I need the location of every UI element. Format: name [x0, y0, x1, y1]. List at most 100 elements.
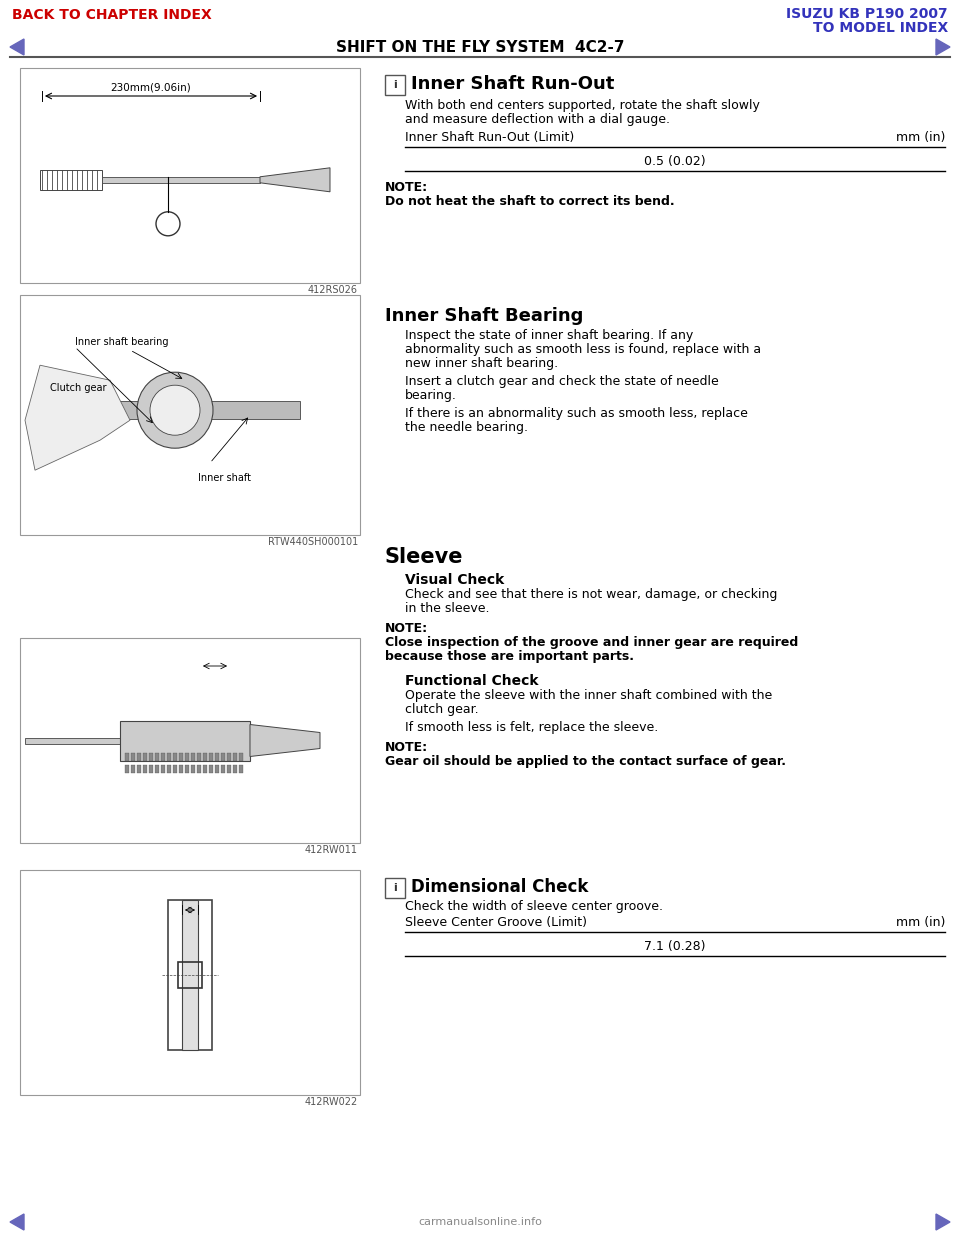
Bar — [137, 765, 141, 773]
Text: Inner Shaft Bearing: Inner Shaft Bearing — [385, 307, 584, 325]
Text: new inner shaft bearing.: new inner shaft bearing. — [405, 356, 558, 370]
Bar — [168, 900, 212, 1049]
Text: 412RW011: 412RW011 — [305, 845, 358, 854]
Bar — [143, 765, 147, 773]
Bar — [221, 753, 225, 760]
Bar — [25, 738, 125, 744]
Text: ISUZU KB P190 2007: ISUZU KB P190 2007 — [786, 7, 948, 21]
Text: Inner Shaft Run-Out: Inner Shaft Run-Out — [411, 75, 614, 93]
Bar — [239, 765, 243, 773]
Text: Sleeve: Sleeve — [385, 546, 464, 568]
Bar — [149, 765, 153, 773]
Bar — [197, 765, 201, 773]
Text: because those are important parts.: because those are important parts. — [385, 650, 634, 663]
Bar — [385, 878, 405, 898]
Bar — [149, 753, 153, 760]
Bar — [161, 753, 165, 760]
Bar — [102, 176, 260, 183]
Text: bearing.: bearing. — [405, 389, 457, 402]
Text: Sleeve Center Groove (Limit): Sleeve Center Groove (Limit) — [405, 917, 587, 929]
Bar — [131, 753, 135, 760]
Bar — [191, 753, 195, 760]
Bar — [161, 765, 165, 773]
Bar — [131, 765, 135, 773]
Bar — [182, 900, 198, 1049]
Text: and measure deflection with a dial gauge.: and measure deflection with a dial gauge… — [405, 113, 670, 125]
Text: abnormality such as smooth less is found, replace with a: abnormality such as smooth less is found… — [405, 343, 761, 356]
Bar — [173, 765, 177, 773]
Bar — [178, 963, 202, 987]
Bar — [167, 765, 171, 773]
Bar — [125, 765, 129, 773]
Text: Dimensional Check: Dimensional Check — [411, 878, 588, 895]
Bar — [191, 765, 195, 773]
Bar — [227, 753, 231, 760]
Bar — [233, 753, 237, 760]
Polygon shape — [936, 1213, 950, 1230]
Bar — [221, 765, 225, 773]
Bar — [137, 753, 141, 760]
Text: Inspect the state of inner shaft bearing. If any: Inspect the state of inner shaft bearing… — [405, 329, 693, 342]
Polygon shape — [10, 39, 24, 55]
Bar — [209, 753, 213, 760]
Polygon shape — [25, 365, 130, 471]
Bar — [209, 765, 213, 773]
Polygon shape — [260, 168, 330, 191]
Bar — [203, 765, 207, 773]
Text: 412RS026: 412RS026 — [308, 284, 358, 296]
Text: If smooth less is felt, replace the sleeve.: If smooth less is felt, replace the slee… — [405, 722, 659, 734]
Text: Do not heat the shaft to correct its bend.: Do not heat the shaft to correct its ben… — [385, 195, 675, 207]
Bar — [125, 753, 129, 760]
Text: Functional Check: Functional Check — [405, 674, 539, 688]
Bar — [197, 753, 201, 760]
Text: BACK TO CHAPTER INDEX: BACK TO CHAPTER INDEX — [12, 7, 212, 22]
Bar — [120, 720, 250, 760]
Text: NOTE:: NOTE: — [385, 741, 428, 754]
Bar — [20, 638, 360, 843]
Bar — [167, 753, 171, 760]
Text: Check the width of sleeve center groove.: Check the width of sleeve center groove. — [405, 900, 663, 913]
Text: mm (in): mm (in) — [896, 917, 945, 929]
Bar — [155, 765, 159, 773]
Text: 7.1 (0.28): 7.1 (0.28) — [644, 940, 706, 953]
Text: Inner Shaft Run-Out (Limit): Inner Shaft Run-Out (Limit) — [405, 130, 574, 144]
Text: in the sleeve.: in the sleeve. — [405, 602, 490, 615]
Text: With both end centers supported, rotate the shaft slowly: With both end centers supported, rotate … — [405, 99, 760, 112]
Bar — [215, 753, 219, 760]
Bar — [203, 753, 207, 760]
Text: Check and see that there is not wear, damage, or checking: Check and see that there is not wear, da… — [405, 587, 778, 601]
Text: Close inspection of the groove and inner gear are required: Close inspection of the groove and inner… — [385, 636, 799, 650]
Text: Inner shaft: Inner shaft — [198, 473, 251, 483]
Text: Insert a clutch gear and check the state of needle: Insert a clutch gear and check the state… — [405, 375, 719, 388]
Text: SHIFT ON THE FLY SYSTEM  4C2-7: SHIFT ON THE FLY SYSTEM 4C2-7 — [336, 40, 624, 55]
Polygon shape — [250, 724, 320, 756]
Text: Inner shaft bearing: Inner shaft bearing — [75, 337, 169, 347]
Bar — [227, 765, 231, 773]
Bar — [20, 296, 360, 535]
Bar — [185, 753, 189, 760]
Text: mm (in): mm (in) — [896, 130, 945, 144]
Text: clutch gear.: clutch gear. — [405, 703, 479, 715]
Bar — [179, 753, 183, 760]
Text: Gear oil should be applied to the contact surface of gear.: Gear oil should be applied to the contac… — [385, 755, 786, 768]
Bar — [40, 170, 102, 190]
Polygon shape — [10, 1213, 24, 1230]
Text: 230mm(9.06in): 230mm(9.06in) — [110, 82, 191, 92]
Bar — [155, 753, 159, 760]
Bar — [40, 401, 300, 420]
Text: 412RW022: 412RW022 — [304, 1097, 358, 1107]
Bar — [385, 75, 405, 94]
Bar — [143, 753, 147, 760]
Polygon shape — [936, 39, 950, 55]
Circle shape — [137, 373, 213, 448]
Text: If there is an abnormality such as smooth less, replace: If there is an abnormality such as smoot… — [405, 407, 748, 420]
Text: carmanualsonline.info: carmanualsonline.info — [418, 1217, 542, 1227]
Text: NOTE:: NOTE: — [385, 181, 428, 194]
Circle shape — [150, 385, 200, 435]
Text: i: i — [394, 883, 396, 893]
Text: the needle bearing.: the needle bearing. — [405, 421, 528, 433]
Text: NOTE:: NOTE: — [385, 622, 428, 635]
Bar — [179, 765, 183, 773]
Bar — [20, 68, 360, 283]
Text: TO MODEL INDEX: TO MODEL INDEX — [813, 21, 948, 35]
